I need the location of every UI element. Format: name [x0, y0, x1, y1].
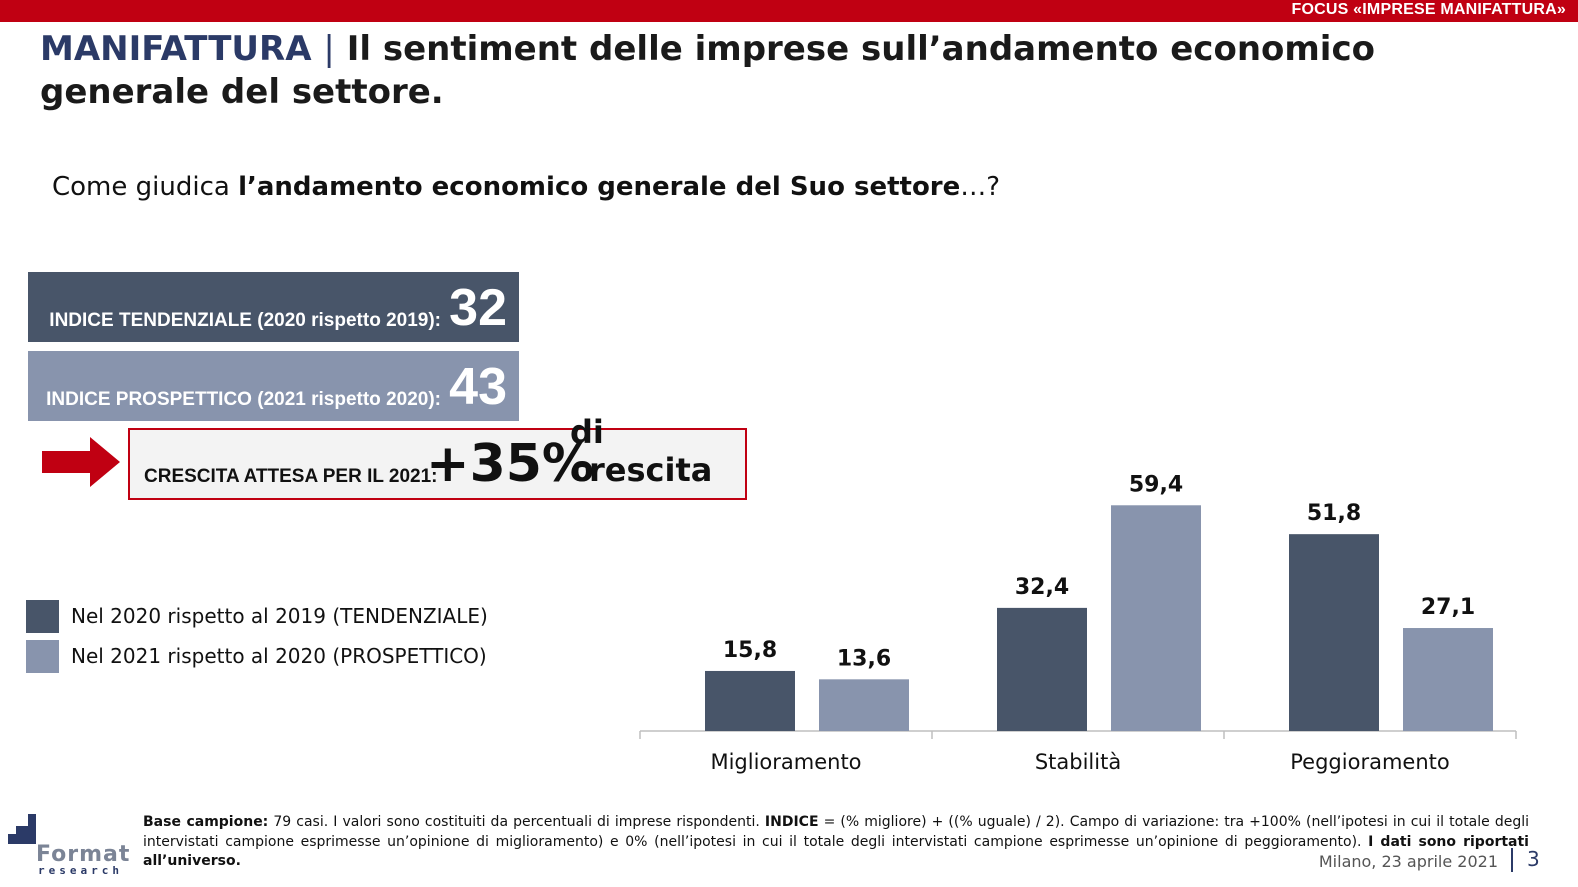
legend-label-tendenziale: Nel 2020 rispetto al 2019 (TENDENZIALE) [71, 604, 488, 628]
data-label: 13,6 [837, 646, 891, 671]
bar-chart: 15,8 13,6 Miglioramento 32,4 59,4 Stabilità 51… [639, 472, 1517, 774]
bar-prospettico-miglioramento [819, 679, 909, 731]
data-label: 15,8 [723, 638, 777, 663]
legend-swatch-tendenziale [26, 599, 59, 633]
growth-suffix: di crescita [570, 413, 713, 489]
growth-label: CRESCITA ATTESA PER IL 2021: [144, 466, 438, 487]
category-label: Miglioramento [710, 750, 861, 774]
title-text: Il sentiment delle imprese sull’andament… [40, 29, 1375, 112]
bar-tendenziale-peggioramento [1289, 534, 1379, 731]
footnote-bold-end: I dati sono riportati all’universo. [143, 833, 1529, 870]
title-separator: | [323, 29, 335, 69]
legend-item-prospettico: Nel 2021 rispetto al 2020 (PROSPETTICO) [26, 636, 488, 676]
legend-item-tendenziale: Nel 2020 rispetto al 2019 (TENDENZIALE) [26, 596, 488, 636]
survey-question: Come giudica l’andamento economico gener… [52, 172, 1000, 202]
legend-label-prospettico: Nel 2021 rispetto al 2020 (PROSPETTICO) [71, 644, 487, 668]
data-label: 51,8 [1307, 501, 1361, 526]
page-number: 3 [1527, 847, 1540, 871]
index-tendenziale-label: INDICE TENDENZIALE (2020 rispetto 2019): [49, 310, 441, 331]
index-tendenziale-box: INDICE TENDENZIALE (2020 rispetto 2019):… [28, 272, 519, 342]
footer-date: Milano, 23 aprile 2021 [1318, 852, 1498, 871]
arrow-right-icon [42, 437, 120, 487]
footnote-text-2: = (% migliore) + ((% uguale) / 2). Campo… [143, 814, 1530, 850]
data-label: 59,4 [1129, 472, 1183, 497]
legend-swatch-prospettico [26, 639, 59, 673]
index-prospettico-label: INDICE PROSPETTICO (2021 rispetto 2020): [46, 389, 441, 410]
page-title: MANIFATTURA | Il sentiment delle imprese… [40, 28, 1540, 114]
data-label: 27,1 [1421, 595, 1475, 620]
index-prospettico-box: INDICE PROSPETTICO (2021 rispetto 2020):… [28, 351, 519, 421]
title-brand: MANIFATTURA [40, 29, 312, 69]
chart-legend: Nel 2020 rispetto al 2019 (TENDENZIALE) … [26, 596, 488, 676]
footnote-indice-label: INDICE [764, 814, 819, 830]
format-research-logo: Format research [8, 814, 143, 880]
bar-prospettico-stabilità [1111, 505, 1201, 731]
question-bold: l’andamento economico generale del Suo s… [238, 172, 961, 202]
top-bar: FOCUS «IMPRESE MANIFATTURA» [0, 0, 1578, 22]
data-label: 32,4 [1015, 575, 1069, 600]
category-label: Peggioramento [1290, 750, 1449, 774]
growth-value: +35% [426, 434, 595, 494]
bar-prospettico-peggioramento [1403, 628, 1493, 731]
focus-label: FOCUS «IMPRESE MANIFATTURA» [1291, 1, 1566, 18]
footnote-text-1: 79 casi. I valori sono costituiti da per… [268, 814, 765, 830]
footnote: Base campione: 79 casi. I valori sono co… [143, 813, 1529, 872]
category-label: Stabilità [1035, 750, 1121, 774]
bar-tendenziale-miglioramento [705, 670, 795, 731]
growth-box: CRESCITA ATTESA PER IL 2021: +35% di cre… [128, 413, 747, 500]
page-separator [1511, 848, 1513, 872]
question-prefix: Come giudica [52, 172, 239, 202]
logo-sub: research [38, 864, 123, 877]
logo-mark-icon [8, 814, 36, 844]
question-suffix: …? [960, 172, 1001, 202]
footnote-base-label: Base campione: [143, 814, 269, 830]
index-prospettico-value: 43 [449, 358, 507, 416]
index-tendenziale-value: 32 [449, 279, 507, 337]
bar-tendenziale-stabilità [997, 607, 1087, 731]
logo-word: Format [36, 842, 131, 867]
